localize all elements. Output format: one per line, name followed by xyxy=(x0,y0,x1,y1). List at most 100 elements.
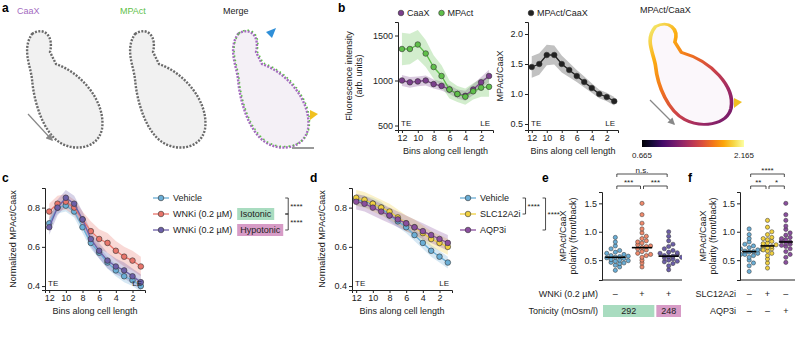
significance-bracket xyxy=(285,214,288,230)
tick-label: 1.0 xyxy=(510,89,523,99)
data-point xyxy=(788,235,792,239)
tick-label: 2 xyxy=(605,133,610,143)
significance-label: **** xyxy=(290,218,302,227)
tick-label: 4 xyxy=(463,133,468,143)
data-point xyxy=(675,251,679,255)
row-value: 248 xyxy=(661,306,676,316)
data-point xyxy=(784,260,788,264)
micrograph: CaaX xyxy=(14,6,114,153)
data-point xyxy=(423,51,429,57)
data-point xyxy=(96,236,102,242)
tick: 2 xyxy=(479,130,484,143)
data-point xyxy=(415,42,421,48)
tick-label: 0.4 xyxy=(27,281,40,291)
data-point xyxy=(679,255,682,259)
data-point xyxy=(96,248,102,254)
y-axis-title: MPAct/CaaXpolarity (front/back) xyxy=(558,197,578,274)
tick: 12 xyxy=(527,130,537,143)
data-point xyxy=(640,227,644,231)
image-label: CaaX xyxy=(17,6,40,16)
y-axis-title: Normalized MPAct/Caax xyxy=(317,190,327,288)
data-point xyxy=(613,240,617,244)
data-point xyxy=(71,201,77,207)
tick-label: 4 xyxy=(421,293,426,303)
data-point xyxy=(770,230,774,234)
line-chart: 121086420.51.01.52.0Bins along cell leng… xyxy=(495,8,619,156)
data-point xyxy=(751,253,755,257)
axis: 0.40.60.8 xyxy=(27,189,45,292)
tick-label: 10 xyxy=(368,293,378,303)
image-label: MPAct/CaaX xyxy=(640,5,691,15)
data-point xyxy=(667,234,671,238)
legend-marker xyxy=(465,211,471,217)
tick: 4 xyxy=(463,130,468,143)
micrograph: Merge xyxy=(220,6,320,153)
tick: 1.5 xyxy=(584,199,602,209)
data-point xyxy=(644,234,648,238)
data-point xyxy=(765,261,769,265)
y-axis-title-line: Normalized MPAct/Caax xyxy=(8,190,18,288)
tick: 6 xyxy=(97,290,102,303)
tick: 2 xyxy=(437,290,442,303)
figure: CaaXMPActMergeMPAct/CaaX0.6652.165121086… xyxy=(0,0,800,345)
data-point xyxy=(613,244,617,248)
axis: 0.51.01.52.0 xyxy=(510,23,528,131)
median-line xyxy=(742,251,756,253)
data-point xyxy=(589,85,595,91)
data-point xyxy=(420,228,426,234)
legend-marker xyxy=(439,10,445,16)
data-point xyxy=(784,213,788,217)
series-line xyxy=(532,55,615,101)
data-point xyxy=(770,239,774,243)
tick-mark xyxy=(525,94,528,95)
axis: 0.51.01.5 xyxy=(584,193,602,281)
tick-mark xyxy=(525,64,528,65)
data-point xyxy=(387,213,393,219)
tick: 12 xyxy=(397,130,407,143)
data-point xyxy=(788,247,792,251)
panel-label: f xyxy=(688,171,693,185)
data-point xyxy=(113,264,119,270)
tick: 0.6 xyxy=(334,242,352,252)
tick: 0.8 xyxy=(334,203,352,213)
data-point xyxy=(611,98,617,104)
panel-label: b xyxy=(338,1,345,15)
plot-area xyxy=(353,190,450,268)
strip-chart: 0.51.01.5MPAct/CaaXpolarity (front/back)… xyxy=(695,166,795,317)
tick: 10 xyxy=(542,130,552,143)
significance-label: **** xyxy=(528,202,540,211)
median-line xyxy=(632,247,652,249)
data-point xyxy=(437,254,443,260)
data-point xyxy=(765,232,769,236)
row-value: 292 xyxy=(621,306,636,316)
tick-label: 6 xyxy=(575,133,580,143)
data-point xyxy=(761,236,765,240)
significance-label: *** xyxy=(624,178,633,187)
y-axis-title: MPAct/CaaX xyxy=(495,51,505,102)
tick-label: 6 xyxy=(447,133,452,143)
row-label: WNKi (0.2 µM) xyxy=(539,289,598,299)
x-axis-title: Bins along cell length xyxy=(403,146,488,156)
image-background xyxy=(636,18,744,134)
tick: 0.8 xyxy=(27,203,45,213)
legend-marker xyxy=(398,10,404,16)
panel-label: d xyxy=(310,171,317,185)
plot-area xyxy=(605,201,682,272)
data-point xyxy=(613,268,617,272)
data-point xyxy=(399,46,405,52)
row-value: + xyxy=(666,289,671,299)
tick-mark xyxy=(737,232,740,233)
series-line xyxy=(356,198,448,247)
image-label: Merge xyxy=(223,6,249,16)
data-point xyxy=(478,85,484,91)
series-line xyxy=(356,202,448,243)
data-point xyxy=(622,252,626,256)
data-point xyxy=(395,217,401,223)
data-point xyxy=(784,224,788,228)
tick-label: 8 xyxy=(560,133,565,143)
tick-label: 12 xyxy=(527,133,537,143)
series-line xyxy=(49,198,141,282)
error-band xyxy=(532,45,615,106)
tick: 1.0 xyxy=(510,89,528,99)
tick-mark xyxy=(349,247,352,248)
